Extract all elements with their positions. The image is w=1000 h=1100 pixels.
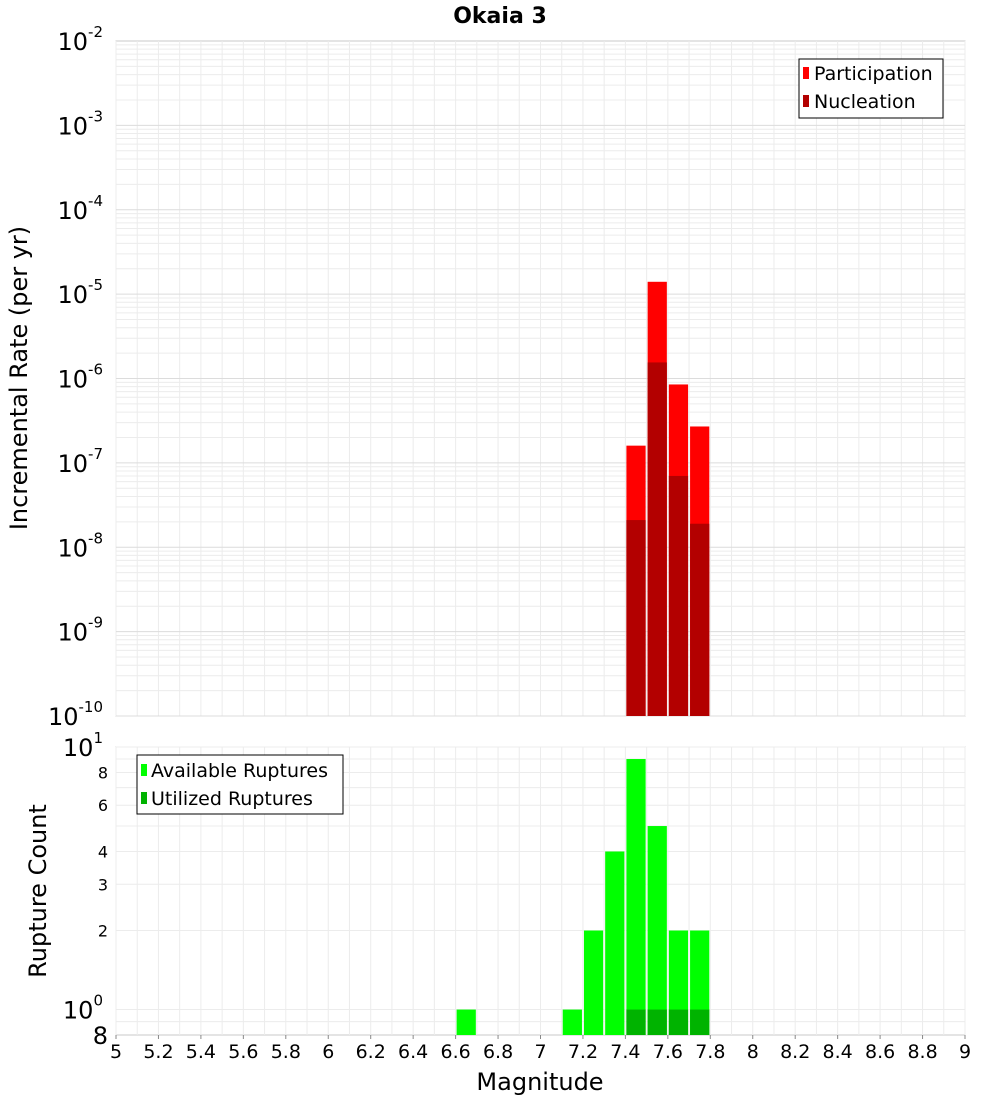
rate-y-tick-label: 10-8 — [57, 529, 103, 562]
nucleation-bar — [647, 362, 667, 716]
rate-legend-swatch — [803, 95, 809, 107]
x-tick-label: 5.8 — [271, 1041, 301, 1063]
available-ruptures-bar — [690, 930, 710, 1035]
rate-y-axis-label: Incremental Rate (per yr) — [5, 226, 33, 530]
count-y-tick-label: 8 — [98, 763, 108, 782]
available-ruptures-bar — [668, 930, 689, 1035]
x-tick-label: 5 — [110, 1041, 122, 1063]
count-legend-label: Utilized Ruptures — [151, 788, 313, 810]
available-ruptures-bar — [562, 1009, 582, 1035]
count-y-tick-label: 100 — [63, 992, 103, 1025]
rate-legend: Participation Nucleation — [798, 58, 944, 119]
count-legend-swatch — [141, 792, 147, 804]
x-tick-label: 6.6 — [440, 1041, 470, 1063]
x-ticks: 5 5.2 5.4 5.6 5.8 6 6.2 6.4 6.6 6.8 7 7.2 7.4 7.6 7.8 8… — [110, 1035, 971, 1063]
count-y-tick-label: 6 — [98, 796, 108, 815]
available-ruptures-bar — [647, 826, 667, 1035]
rate-legend-label: Participation — [814, 63, 933, 85]
utilized-ruptures-bar — [668, 1009, 689, 1035]
x-tick-label: 6 — [322, 1041, 334, 1063]
nucleation-bar — [626, 520, 646, 716]
x-tick-label: 8.4 — [823, 1041, 853, 1063]
x-tick-label: 8 — [747, 1041, 759, 1063]
available-ruptures-bar — [583, 930, 604, 1035]
rate-y-tick-label: 10-2 — [57, 23, 103, 56]
x-tick-label: 5.4 — [186, 1041, 216, 1063]
available-ruptures-bar — [626, 759, 646, 1035]
rate-y-tick-label: 10-9 — [57, 614, 103, 647]
x-tick-label: 8.2 — [780, 1041, 810, 1063]
count-y-tick-label: 2 — [98, 922, 108, 941]
rate-y-tick-label: 10-5 — [57, 276, 103, 309]
count-legend-box — [136, 754, 344, 815]
utilized-ruptures-bar — [626, 1009, 646, 1035]
count-legend-swatch — [141, 764, 147, 776]
x-tick-label: 7.2 — [568, 1041, 598, 1063]
x-tick-label: 5.6 — [228, 1041, 258, 1063]
x-tick-label: 8.8 — [907, 1041, 937, 1063]
x-tick-label: 7 — [534, 1041, 546, 1063]
chart-title: Okaia 3 — [453, 4, 547, 29]
count-y-tick-label: 3 — [98, 875, 108, 894]
count-y-axis-label: Rupture Count — [24, 804, 52, 978]
rate-y-tick-label: 10-7 — [57, 445, 103, 478]
rate-y-tick-label: 10-3 — [57, 107, 103, 140]
count-y-tick-label: 4 — [98, 842, 108, 861]
rate-y-tick-label: 10-4 — [57, 192, 103, 225]
x-tick-label: 6.2 — [356, 1041, 386, 1063]
x-tick-label: 8.6 — [865, 1041, 895, 1063]
rate-grid — [115, 41, 966, 717]
count-legend-label: Available Ruptures — [151, 760, 328, 782]
rate-y-ticks: 10-2 10-3 10-4 10-5 10-6 10-7 10-8 10-9 10-10 — [48, 23, 103, 731]
rate-y-tick-label: 10-6 — [57, 361, 103, 394]
x-tick-label: 5.2 — [143, 1041, 173, 1063]
count-legend: Available Ruptures Utilized Ruptures — [136, 754, 344, 815]
rate-legend-swatch — [803, 67, 809, 79]
nucleation-bar — [668, 475, 689, 716]
x-tick-label: 9 — [959, 1041, 971, 1063]
count-bars — [456, 759, 710, 1035]
x-tick-label: 6.4 — [398, 1041, 428, 1063]
utilized-ruptures-bar — [647, 1009, 667, 1035]
rate-bars — [626, 281, 710, 716]
rate-legend-box — [798, 58, 944, 119]
x-tick-label: 7.6 — [653, 1041, 683, 1063]
available-ruptures-bar — [605, 851, 625, 1035]
x-tick-label: 7.4 — [610, 1041, 640, 1063]
count-y-tick-label: 8 — [93, 1022, 108, 1050]
x-tick-label: 7.8 — [695, 1041, 725, 1063]
count-y-tick-label: 101 — [63, 729, 103, 762]
rate-y-tick-label: 10-10 — [48, 698, 103, 731]
available-ruptures-bar — [456, 1009, 476, 1035]
nucleation-bar — [690, 523, 710, 716]
rate-legend-label: Nucleation — [814, 91, 916, 113]
x-tick-label: 6.8 — [483, 1041, 513, 1063]
rate-panel: 10-2 10-3 10-4 10-5 10-6 10-7 10-8 10-9 10-10 In… — [5, 23, 966, 731]
utilized-ruptures-bar — [690, 1009, 710, 1035]
x-axis-label: Magnitude — [476, 1068, 603, 1096]
